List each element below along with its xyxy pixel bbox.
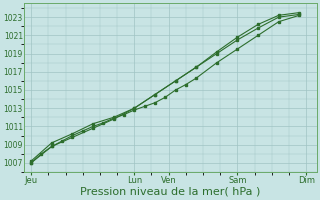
X-axis label: Pression niveau de la mer( hPa ): Pression niveau de la mer( hPa )	[80, 187, 260, 197]
